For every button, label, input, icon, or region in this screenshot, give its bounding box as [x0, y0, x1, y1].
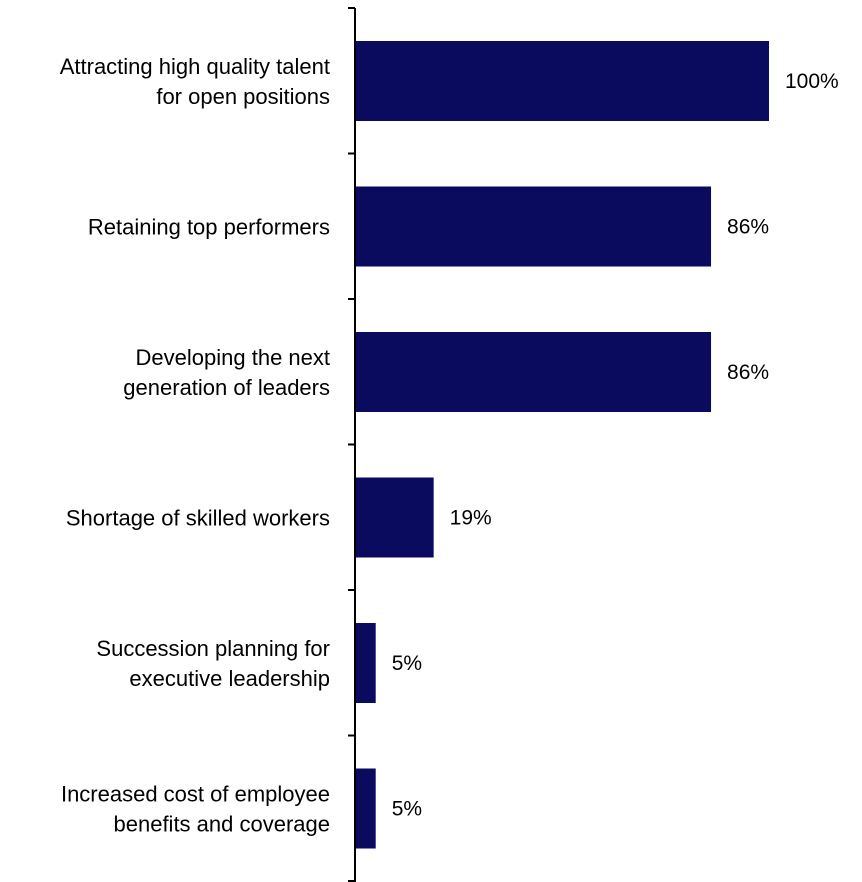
data-label: 100% [785, 70, 839, 93]
bar [355, 186, 712, 267]
category-label: Attracting high quality talent [60, 54, 330, 79]
data-label: 5% [392, 652, 422, 675]
data-label: 5% [392, 798, 422, 821]
y-axis-group [348, 7, 356, 882]
category-label: executive leadership [129, 666, 330, 691]
category-labels-group: Attracting high quality talent for open p… [60, 54, 330, 837]
category-label: generation of leaders [123, 375, 330, 400]
category-label: for open positions [156, 84, 330, 109]
category-label: benefits and coverage [114, 812, 331, 837]
data-label: 86% [727, 361, 769, 384]
value-labels-group: 100% 86% 86% 19% 5% 5% [392, 70, 839, 821]
bars-group [355, 41, 769, 849]
bar [355, 332, 712, 412]
category-label: Retaining top performers [88, 215, 330, 240]
bar [355, 41, 769, 121]
data-label: 86% [727, 216, 769, 239]
category-label: Shortage of skilled workers [66, 506, 330, 531]
bar [355, 477, 434, 558]
data-label: 19% [450, 507, 492, 530]
category-label: Increased cost of employee [61, 782, 330, 807]
category-label: Developing the next [136, 345, 330, 370]
bar [355, 623, 376, 703]
category-label: Succession planning for [96, 636, 330, 661]
bar [355, 768, 376, 849]
